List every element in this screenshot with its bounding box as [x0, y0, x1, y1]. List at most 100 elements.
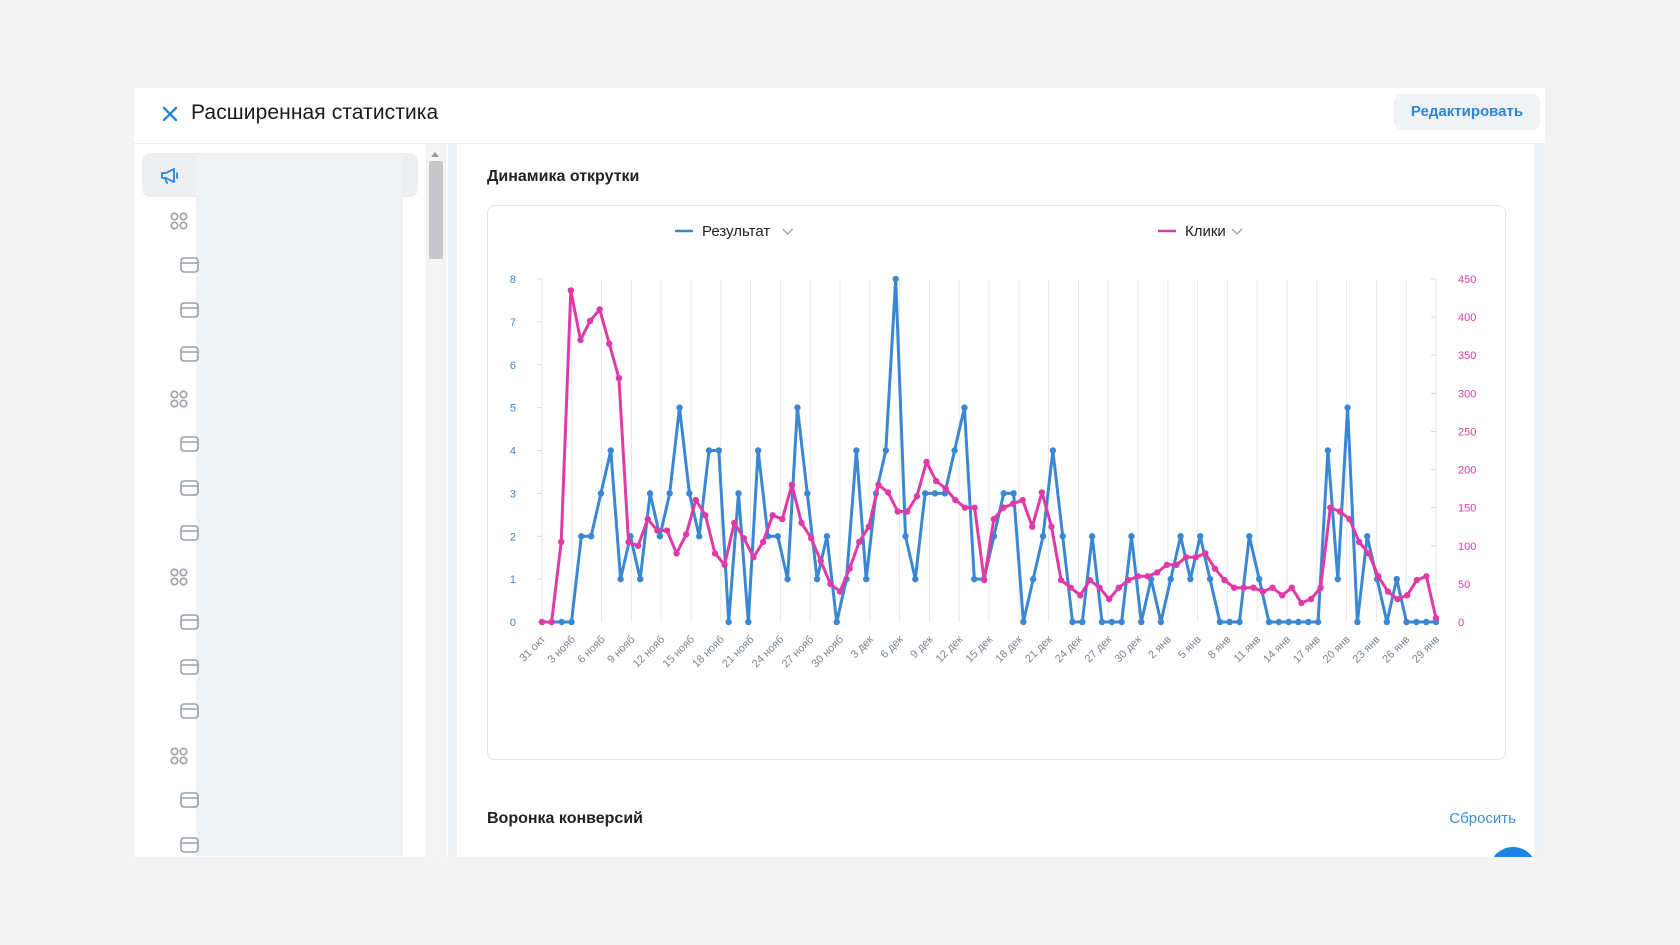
- card-icon[interactable]: [176, 298, 200, 322]
- y-right-tick-label: 0: [1458, 617, 1464, 629]
- data-point-clicks: [1394, 595, 1401, 603]
- grid-icon[interactable]: [167, 209, 191, 233]
- data-point-clicks: [606, 340, 613, 347]
- card-icon[interactable]: [176, 521, 200, 545]
- y-left-tick-label: 1: [510, 574, 516, 586]
- data-point-clicks: [1173, 561, 1180, 569]
- y-right-tick-label: 450: [1458, 274, 1476, 286]
- y-right-tick-label: 350: [1458, 350, 1476, 362]
- data-point-clicks: [1432, 614, 1440, 622]
- legend-label-result: Результат: [702, 223, 770, 240]
- data-point-result: [1265, 618, 1273, 626]
- card-icon[interactable]: [176, 342, 200, 366]
- data-point-clicks: [1278, 592, 1286, 599]
- data-point-result: [705, 447, 713, 454]
- x-tick-label: 17 янв: [1291, 634, 1323, 666]
- x-tick-label: 6 дек: [878, 634, 905, 661]
- data-point-clicks: [923, 458, 930, 466]
- data-point-result: [578, 533, 585, 540]
- y-left-tick-label: 7: [510, 317, 516, 329]
- floating-action-button[interactable]: [1489, 847, 1537, 857]
- data-point-clicks: [711, 550, 719, 557]
- data-point-result: [745, 618, 752, 626]
- data-point-result: [666, 490, 673, 497]
- data-point-result: [971, 575, 978, 583]
- data-point-clicks: [1000, 504, 1007, 511]
- data-point-result: [1118, 618, 1125, 626]
- data-point-clicks: [615, 374, 623, 382]
- close-icon[interactable]: [156, 100, 184, 128]
- data-point-clicks: [1307, 595, 1315, 603]
- scroll-thumb[interactable]: [429, 161, 443, 259]
- data-point-clicks: [980, 576, 988, 584]
- data-point-result: [1324, 447, 1332, 454]
- card-icon[interactable]: [176, 432, 200, 456]
- x-tick-label: 6 нояб: [575, 634, 607, 666]
- data-point-result: [1039, 533, 1047, 540]
- data-point-clicks: [856, 538, 863, 546]
- data-point-clicks: [1105, 595, 1113, 603]
- x-tick-label: 8 янв: [1206, 634, 1234, 662]
- y-left-tick-label: 2: [510, 531, 516, 543]
- data-point-result: [1226, 618, 1233, 626]
- data-point-clicks: [1327, 504, 1334, 511]
- data-point-result: [892, 275, 899, 283]
- edit-button[interactable]: Редактировать: [1394, 94, 1540, 130]
- data-point-clicks: [1413, 576, 1420, 584]
- scroll-up-arrow-icon[interactable]: [431, 152, 439, 157]
- data-point-clicks: [865, 523, 873, 530]
- grid-icon[interactable]: [167, 565, 191, 589]
- chevron-down-icon: [1231, 228, 1243, 235]
- data-point-clicks: [1029, 523, 1036, 530]
- x-tick-label: 30 дек: [1113, 634, 1145, 666]
- data-point-result: [1000, 490, 1007, 497]
- y-left-tick-label: 0: [510, 617, 516, 629]
- data-point-result: [1088, 533, 1096, 540]
- x-tick-label: 18 нояб: [690, 634, 727, 671]
- card-icon[interactable]: [176, 610, 200, 634]
- data-point-clicks: [827, 580, 834, 588]
- data-point-clicks: [1423, 573, 1430, 580]
- scrollbar[interactable]: [426, 144, 446, 857]
- data-point-result: [1010, 490, 1017, 497]
- data-point-clicks: [567, 287, 575, 294]
- data-point-clicks: [1067, 584, 1074, 591]
- data-point-result: [794, 404, 801, 411]
- data-point-result: [1334, 575, 1341, 583]
- data-point-result: [646, 490, 654, 497]
- megaphone-icon[interactable]: [158, 164, 182, 188]
- data-point-clicks: [1125, 576, 1132, 584]
- grid-icon[interactable]: [167, 387, 191, 411]
- y-right-tick-label: 50: [1458, 579, 1470, 591]
- card-icon[interactable]: [176, 253, 200, 277]
- reset-button[interactable]: Сбросить: [1449, 810, 1516, 827]
- data-point-result: [1098, 618, 1106, 626]
- grid-icon[interactable]: [167, 744, 191, 768]
- card-icon[interactable]: [176, 655, 200, 679]
- data-point-result: [902, 533, 909, 540]
- card-icon[interactable]: [176, 699, 200, 723]
- y-left-tick-label: 8: [510, 274, 516, 286]
- data-point-result: [558, 618, 565, 626]
- data-point-clicks: [990, 515, 998, 523]
- data-point-result: [715, 447, 723, 454]
- data-point-result: [587, 533, 595, 540]
- card-icon[interactable]: [176, 833, 200, 857]
- data-point-clicks: [769, 512, 776, 519]
- data-point-clicks: [644, 515, 651, 523]
- card-icon[interactable]: [176, 788, 200, 812]
- card-icon[interactable]: [176, 476, 200, 500]
- x-tick-label: 3 нояб: [546, 634, 578, 666]
- line-chart: 0 1 2 3 4 5 6 7 8 0 50 100 150 200 250 300 350 400 450 31 о…: [510, 223, 1476, 671]
- data-point-result: [1422, 618, 1430, 626]
- x-tick-label: 24 нояб: [750, 634, 787, 671]
- data-point-clicks: [846, 565, 853, 572]
- data-point-result: [1295, 618, 1302, 626]
- x-tick-label: 15 нояб: [661, 634, 698, 671]
- data-point-clicks: [1355, 538, 1363, 546]
- data-point-clicks: [971, 504, 978, 511]
- data-point-clicks: [625, 538, 632, 546]
- data-point-clicks: [1269, 584, 1276, 591]
- x-tick-label: 18 дек: [993, 634, 1025, 666]
- data-point-result: [1138, 618, 1145, 626]
